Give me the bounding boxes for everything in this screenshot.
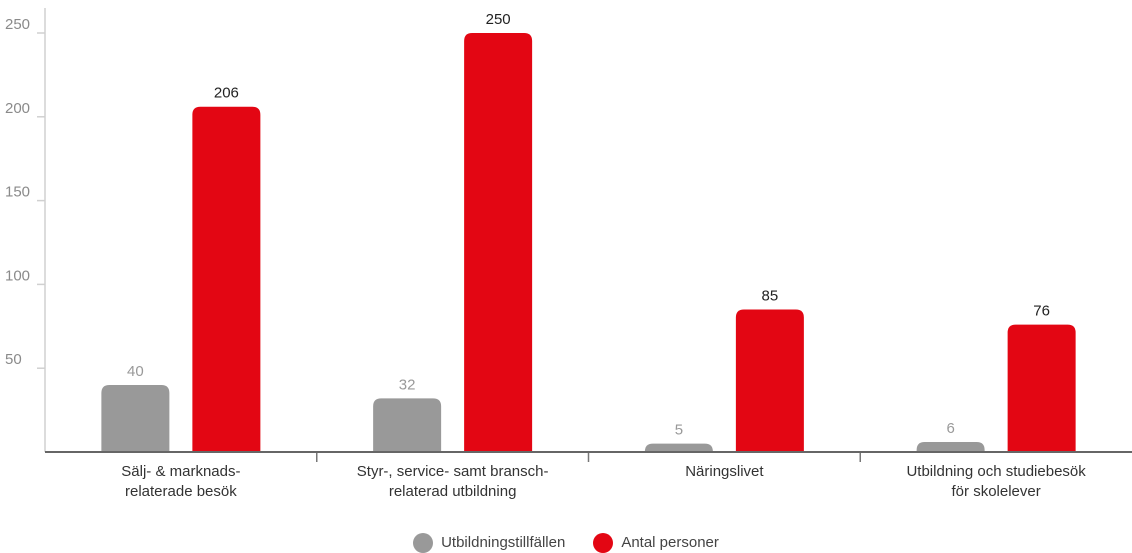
- data-label: 85: [762, 288, 779, 305]
- legend-item-series-1[interactable]: Antal personer: [593, 532, 719, 553]
- bar-utbildningstillfallen[interactable]: [644, 443, 713, 452]
- data-label: 5: [675, 422, 683, 439]
- legend-item-series-0[interactable]: Utbildningstillfällen: [413, 532, 566, 553]
- data-label: 206: [214, 85, 239, 102]
- y-tick-label: 150: [5, 184, 30, 201]
- x-category-label: Sälj- & marknads-relaterade besök: [121, 463, 240, 500]
- bar-antal-personer[interactable]: [735, 309, 804, 452]
- data-label: 40: [127, 363, 144, 380]
- y-tick-label: 100: [5, 267, 30, 284]
- y-tick-label: 250: [5, 16, 30, 33]
- x-category-label: Näringslivet: [685, 463, 764, 480]
- bar-utbildningstillfallen[interactable]: [916, 441, 985, 452]
- data-label: 250: [486, 11, 511, 28]
- data-label: 32: [399, 376, 416, 393]
- legend: Utbildningstillfällen Antal personer: [0, 532, 1132, 553]
- y-tick-label: 200: [5, 100, 30, 117]
- bar-antal-personer[interactable]: [1007, 324, 1076, 452]
- legend-label-utbildningstillfallen: Utbildningstillfällen: [441, 534, 566, 551]
- y-axis: 50 100 150 200 250: [5, 8, 46, 452]
- x-axis: Sälj- & marknads-relaterade besök Styr-, …: [45, 451, 1132, 500]
- bar-antal-personer[interactable]: [464, 33, 533, 452]
- bars: 40 206 32 250 5 85 6 76: [101, 11, 1076, 452]
- data-label: 6: [946, 420, 954, 437]
- legend-swatch-gray: [413, 532, 434, 553]
- y-tick-label: 50: [5, 351, 22, 368]
- data-label: 76: [1033, 303, 1050, 320]
- bar-antal-personer[interactable]: [192, 106, 261, 452]
- x-category-label: Utbildning och studiebesök för skolelever: [906, 463, 1086, 500]
- bar-utbildningstillfallen[interactable]: [373, 398, 442, 452]
- legend-swatch-red: [593, 532, 614, 553]
- bar-chart: 50 100 150 200 250 40 206 32 250 5 85 6 76 Sälj- & …: [5, 8, 1132, 500]
- x-category-label: Styr-, service- samt bransch-relaterad u…: [357, 463, 549, 500]
- legend-label-antal-personer: Antal personer: [621, 534, 719, 551]
- bar-utbildningstillfallen[interactable]: [101, 384, 170, 452]
